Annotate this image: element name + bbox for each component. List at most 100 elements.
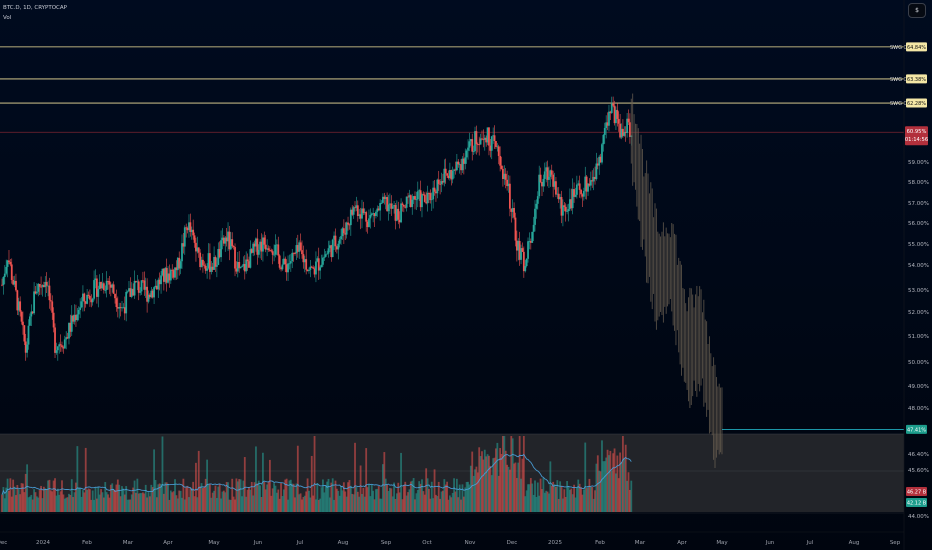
candle-body — [204, 265, 207, 271]
volume-bar — [448, 495, 451, 512]
volume-bar — [391, 496, 394, 512]
candle-body — [404, 206, 407, 208]
candle-body — [118, 307, 121, 309]
candle-body — [595, 163, 598, 180]
candle-body — [196, 247, 199, 252]
volume-bar — [100, 489, 102, 512]
x-tick-label: Aug — [338, 540, 349, 546]
candle-body — [82, 293, 84, 302]
candle-body — [522, 251, 525, 272]
candle-body — [245, 259, 248, 272]
candle-body — [126, 291, 129, 293]
candle-body — [521, 248, 524, 252]
candle-body — [41, 285, 44, 287]
volume-bar — [319, 498, 322, 512]
volume-bar — [527, 484, 529, 512]
volume-bar — [55, 495, 58, 512]
candle-body — [115, 298, 118, 308]
y-tick-label: 48.00% — [908, 406, 929, 412]
volume-bar — [169, 490, 172, 512]
volume-bar — [538, 495, 541, 512]
candle-body — [564, 206, 567, 212]
volume-bar — [164, 482, 167, 512]
candle-body — [312, 267, 315, 269]
candle-body — [347, 222, 349, 225]
candle-body — [589, 180, 592, 186]
candle-body — [273, 254, 275, 256]
volume-indicator-label[interactable]: Vol — [3, 15, 12, 21]
candle-body — [229, 239, 232, 250]
volume-bar — [511, 438, 514, 512]
volume-bar — [1, 494, 3, 512]
volume-bar — [284, 479, 287, 512]
volume-bar — [421, 479, 423, 512]
candle-body — [116, 307, 119, 309]
candle-body — [267, 248, 270, 250]
volume-bar — [402, 485, 405, 512]
candle-body — [59, 344, 62, 346]
volume-bar — [16, 485, 19, 512]
candle-body — [264, 244, 267, 250]
volume-bar — [12, 479, 15, 512]
volume-bar — [327, 478, 330, 512]
volume-bar — [545, 490, 548, 512]
candle-body — [69, 322, 72, 332]
candle-body — [151, 290, 154, 298]
candle-body — [455, 161, 458, 171]
candle-body — [16, 290, 19, 311]
candle-body — [31, 311, 34, 314]
volume-bar — [105, 492, 108, 512]
volume-bar — [174, 479, 176, 512]
volume-bar — [383, 452, 386, 512]
currency-menu-button[interactable]: $ — [908, 3, 926, 18]
candle-body — [612, 103, 615, 106]
x-tick-label: Mar — [635, 540, 646, 546]
candle-body — [422, 194, 425, 196]
symbol-title[interactable]: BTC.D, 1D, CRYPTOCAP — [3, 5, 67, 11]
candle-body — [507, 183, 510, 187]
candle-body — [489, 145, 492, 151]
candle-body — [271, 251, 274, 255]
candle-body — [365, 212, 368, 222]
level-value-label: 62.28% — [907, 101, 926, 107]
candle-body — [121, 307, 123, 309]
candle-body — [232, 246, 235, 248]
volume-bar — [432, 498, 435, 512]
volume-bar — [172, 491, 175, 512]
volume-bar — [376, 488, 379, 512]
candle-body — [395, 208, 398, 221]
volume-bar — [535, 496, 538, 512]
volume-bar — [146, 497, 149, 512]
candle-body — [114, 293, 116, 299]
volume-bar — [412, 478, 415, 512]
volume-bar — [483, 449, 486, 512]
volume-bar — [98, 494, 101, 512]
candle-body — [129, 288, 132, 297]
volume-badge-up — [906, 498, 927, 507]
volume-bar — [154, 479, 157, 512]
volume-bar — [359, 465, 362, 512]
volume-bar — [442, 490, 444, 512]
volume-bar — [238, 479, 241, 512]
volume-bar — [409, 481, 412, 512]
volume-bar — [119, 496, 122, 512]
volume-bar — [394, 498, 397, 512]
candle-body — [549, 170, 552, 177]
candle-body — [433, 187, 436, 192]
volume-bar — [366, 487, 369, 512]
candle-body — [390, 203, 393, 209]
volume-bar — [123, 494, 126, 512]
volume-bar — [408, 489, 411, 512]
candle-body — [298, 242, 301, 252]
candle-body — [10, 264, 13, 281]
volume-bar — [289, 479, 292, 512]
candle-body — [197, 247, 200, 253]
volume-bar — [62, 494, 65, 512]
candle-body — [513, 208, 515, 218]
candle-body — [299, 242, 302, 251]
volume-bar — [584, 442, 587, 512]
volume-bar — [232, 496, 235, 512]
candle-body — [511, 208, 514, 212]
